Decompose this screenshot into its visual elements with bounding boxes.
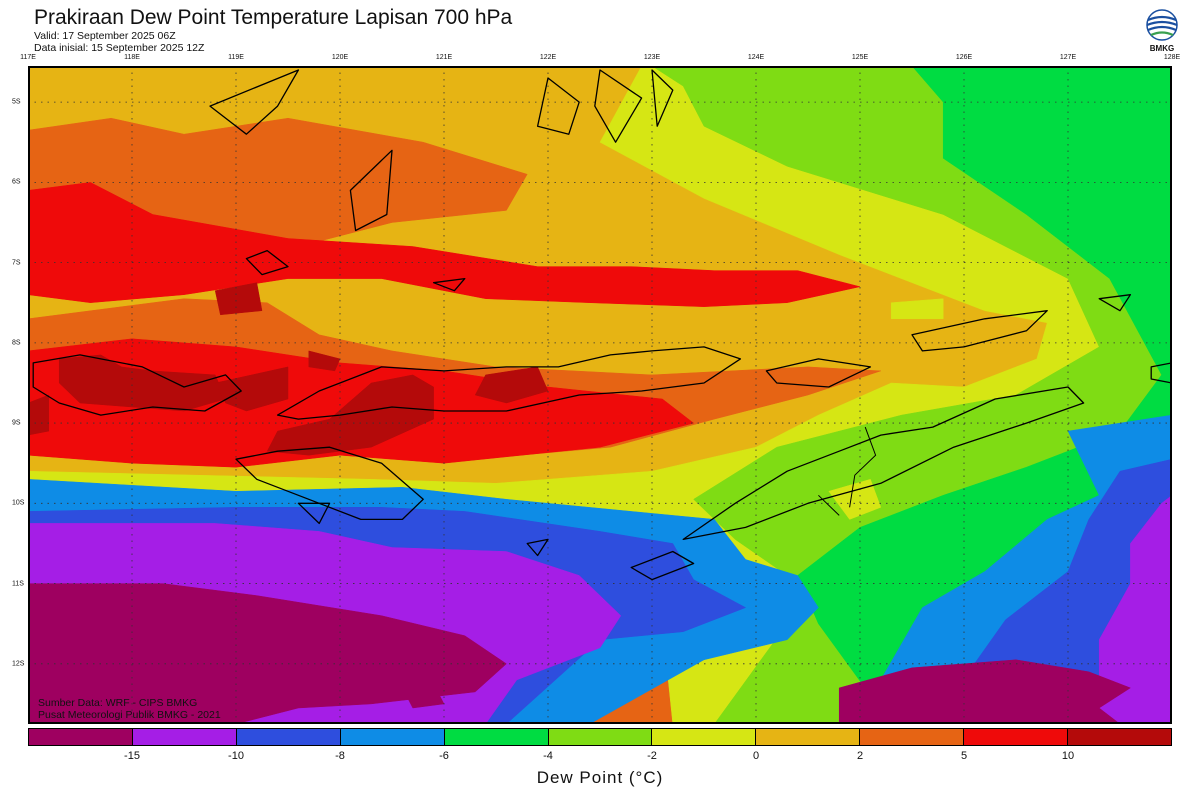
colorbar-segment <box>652 729 757 745</box>
dew-point-region <box>266 374 434 456</box>
dew-point-region <box>890 298 944 320</box>
colorbar-tick-label: 0 <box>752 750 760 762</box>
map-title: Prakiraan Dew Point Temperature Lapisan … <box>34 6 513 29</box>
dew-point-region <box>28 394 50 436</box>
colorbar-segment <box>236 729 341 745</box>
credit-org: Pusat Meteorologi Publik BMKG - 2021 <box>38 709 221 721</box>
island-coastline <box>1150 362 1172 384</box>
latitude-tick-label: 11S <box>12 580 24 588</box>
island-coastline <box>297 502 331 525</box>
dew-point-region <box>28 583 507 724</box>
dew-point-region <box>308 350 341 372</box>
latitude-tick-label: 9S <box>12 419 21 427</box>
latitude-tick-label: 5S <box>12 98 21 106</box>
colorbar-segment <box>860 729 965 745</box>
longitude-tick-label: 126E <box>955 54 973 61</box>
colorbar-tick-label: -10 <box>228 750 244 762</box>
island-coastline <box>536 77 580 135</box>
island-coastline <box>209 69 300 135</box>
colorbar-title: Dew Point (°C) <box>536 768 664 787</box>
colorbar-tick-label: -2 <box>647 750 657 762</box>
bmkg-logo-label: BMKG <box>1149 44 1175 53</box>
island-coastline <box>651 69 674 127</box>
island-coastline <box>432 277 466 292</box>
longitude-tick-label: 118E <box>124 54 140 61</box>
dew-point-region <box>28 182 861 307</box>
colorbar-segment <box>444 729 549 745</box>
colorbar-tick-label: 2 <box>856 750 864 762</box>
island-coastline <box>911 310 1048 352</box>
colorbar-segment <box>756 729 861 745</box>
colorbar-tick-label: 5 <box>960 750 968 762</box>
map-frame <box>28 66 1172 724</box>
colorbar-tick-label: -15 <box>124 750 140 762</box>
latitude-tick-label: 7S <box>12 259 21 267</box>
island-coastline <box>526 538 549 557</box>
colorbar-segment <box>964 729 1069 745</box>
colorbar-tick-label: -8 <box>335 750 345 762</box>
island-coastline <box>349 149 393 232</box>
coastline-layer <box>32 69 1172 581</box>
dew-point-region <box>214 366 289 412</box>
dew-point-map <box>28 66 1172 724</box>
dew-point-region <box>214 282 263 316</box>
colorbar-segment <box>1068 729 1171 745</box>
graticule <box>28 66 1172 724</box>
dew-point-region <box>474 366 549 404</box>
longitude-tick-label: 121E <box>435 54 453 61</box>
island-coastline <box>32 354 242 416</box>
longitude-tick-label: 117E <box>20 54 36 61</box>
longitude-tick-label: 122E <box>539 54 557 61</box>
country-border <box>818 494 840 516</box>
longitude-tick-label: 127E <box>1059 54 1077 61</box>
colorbar-segment <box>29 729 133 745</box>
longitude-tick-label: 119E <box>228 54 244 61</box>
island-coastline <box>630 550 695 581</box>
latitude-tick-label: 10S <box>12 499 25 507</box>
bmkg-logo-icon <box>1146 9 1178 41</box>
colorbar <box>28 728 1172 746</box>
island-coastline <box>235 446 424 521</box>
dew-point-fill-layer <box>28 66 1172 724</box>
colorbar-segment <box>132 729 237 745</box>
longitude-tick-label: 120E <box>331 54 349 61</box>
colorbar-tick-label: -6 <box>439 750 449 762</box>
dew-point-region <box>828 478 882 520</box>
island-coastline <box>765 358 872 388</box>
longitude-tick-label: 125E <box>851 54 869 61</box>
island-coastline <box>276 346 742 420</box>
init-time: Data inisial: 15 September 2025 12Z <box>34 42 205 54</box>
latitude-tick-label: 8S <box>12 339 21 347</box>
country-border <box>849 426 877 508</box>
island-coastline <box>245 249 289 276</box>
dew-point-region <box>838 659 1131 724</box>
colorbar-segment <box>340 729 445 745</box>
island-coastline <box>1098 294 1132 312</box>
credit-source: Sumber Data: WRF - CIPS BMKG <box>38 697 198 709</box>
island-coastline <box>594 69 643 143</box>
colorbar-tick-label: -4 <box>543 750 553 762</box>
bmkg-logo: BMKG <box>1142 8 1182 58</box>
longitude-tick-label: 123E <box>643 54 661 61</box>
valid-time: Valid: 17 September 2025 06Z <box>34 30 176 42</box>
longitude-tick-label: 128E <box>1163 54 1181 61</box>
colorbar-tick-label: 10 <box>1061 750 1075 762</box>
island-coastline <box>682 386 1085 541</box>
latitude-tick-label: 12S <box>12 660 25 668</box>
longitude-tick-label: 124E <box>747 54 765 61</box>
latitude-tick-label: 6S <box>12 178 21 186</box>
colorbar-segment <box>548 729 653 745</box>
